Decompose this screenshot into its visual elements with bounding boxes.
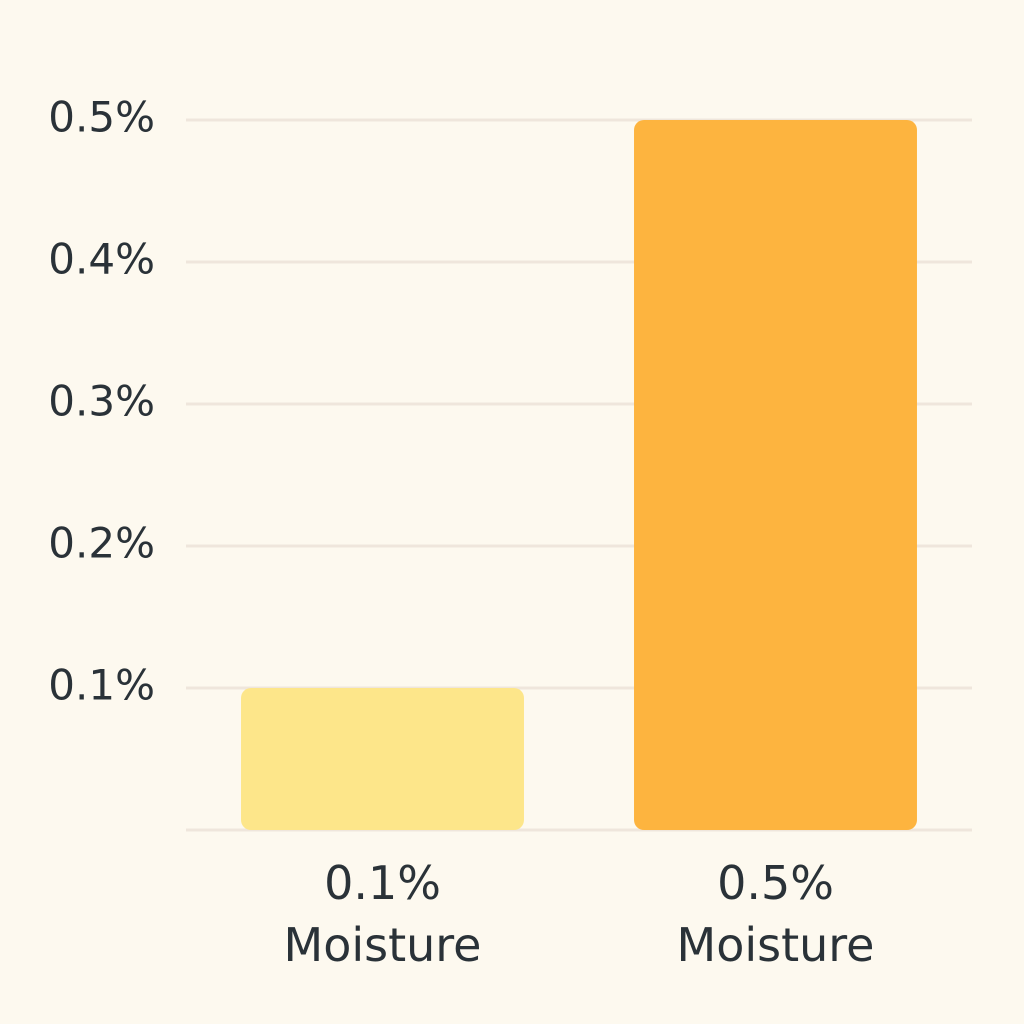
x-tick-label: 0.1% Moisture <box>283 856 482 973</box>
y-tick-label: 0.2% <box>48 519 155 568</box>
y-tick-label: 0.3% <box>48 377 155 426</box>
y-tick-label: 0.4% <box>48 235 155 284</box>
y-tick-label: 0.1% <box>48 661 155 710</box>
bar <box>634 120 917 830</box>
y-tick-label: 0.5% <box>48 93 155 142</box>
bar <box>241 688 524 830</box>
x-tick-label: 0.5% Moisture <box>676 856 875 973</box>
